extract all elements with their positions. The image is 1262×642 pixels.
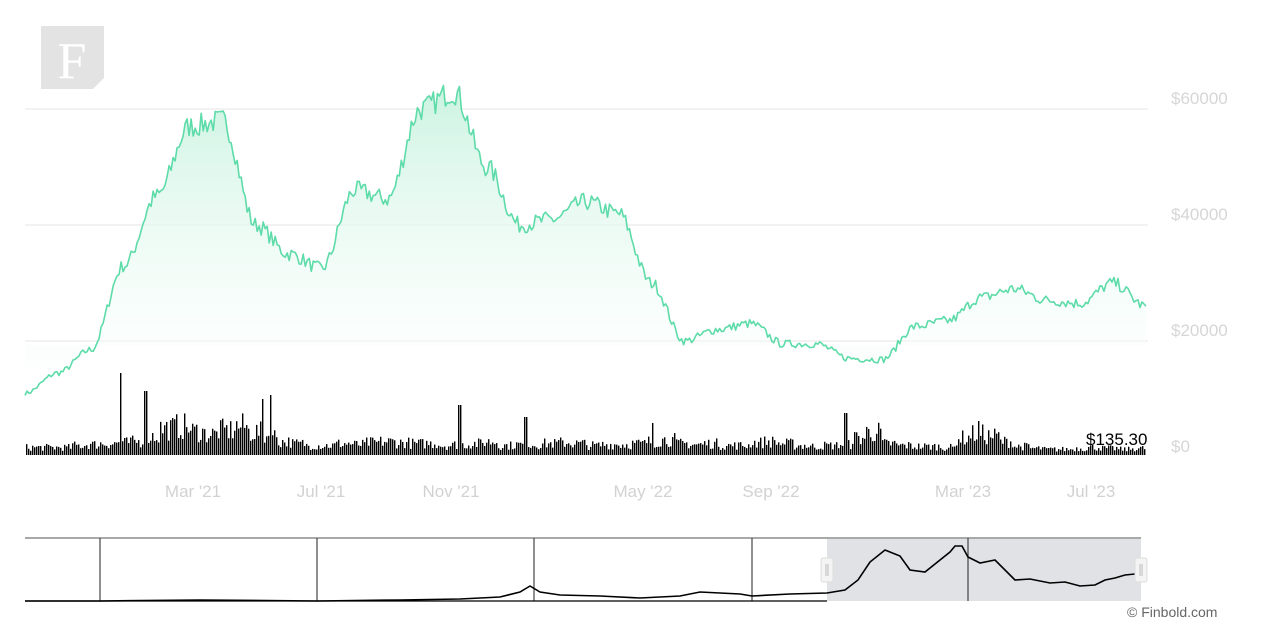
x-axis-label: May '22 <box>613 482 673 501</box>
range-navigator[interactable] <box>25 537 1148 602</box>
x-axis-label: Jul '23 <box>1066 482 1116 501</box>
finbold-logo-icon: F <box>41 26 104 90</box>
finbold-logo: F <box>41 26 104 90</box>
volume-last-value: $135.30 <box>1086 430 1148 449</box>
navigator-markers <box>99 538 969 601</box>
y-axis-label-20000: $20000 <box>1171 321 1228 340</box>
volume-bars <box>26 373 1146 455</box>
x-axis-label: Sep '22 <box>742 482 800 501</box>
price-area <box>25 85 1146 396</box>
navigator-handle-left[interactable] <box>820 557 834 583</box>
svg-text:F: F <box>58 33 87 89</box>
y-axis-label-60000: $60000 <box>1171 89 1228 108</box>
y-axis-label-0: $0 <box>1171 437 1190 456</box>
x-axis-label: Jul '21 <box>296 482 346 501</box>
price-line[interactable] <box>24 84 1147 396</box>
copyright-credit[interactable]: © Finbold.com <box>1127 604 1218 620</box>
y-axis-label-40000: $40000 <box>1171 205 1228 224</box>
x-axis-label: Mar '21 <box>164 482 222 501</box>
navigator-line <box>25 545 1136 602</box>
x-axis-label: Mar '23 <box>934 482 992 501</box>
x-axis-label: Nov '21 <box>422 482 480 501</box>
navigator-handle-right[interactable] <box>1134 557 1148 583</box>
navigator-selection[interactable] <box>827 538 1141 601</box>
